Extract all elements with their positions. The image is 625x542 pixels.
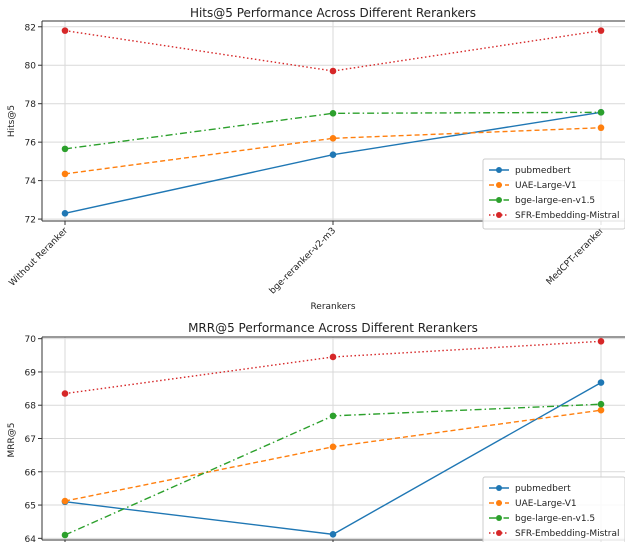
data-point [329,67,337,75]
y-tick-label: 69 [25,368,37,378]
x-axis-label: Rerankers [310,302,355,312]
legend-label: bge-large-en-v1.5 [515,514,595,524]
x-tick-label: Without Reranker [8,226,71,289]
data-point [61,145,69,153]
series-line [64,340,602,395]
legend-marker [496,212,502,218]
y-tick-label: 78 [25,100,37,110]
legend-marker [496,485,502,491]
data-point [329,531,337,538]
data-point [329,151,337,158]
data-point [61,210,69,217]
data-point [61,27,69,34]
y-axis-label: Hits@5 [7,105,17,137]
y-tick-label: 66 [25,468,37,478]
data-point [597,406,605,414]
x-tick-label: bge-reranker-v2-m3 [268,226,338,296]
data-point [597,124,605,132]
legend-marker [496,167,502,173]
data-point [329,443,337,451]
data-point [329,135,337,142]
series-line [64,111,602,150]
legend-marker [496,500,502,506]
y-tick-label: 80 [25,62,37,72]
data-point [597,338,605,345]
y-axis-label: MRR@5 [7,423,17,458]
legend-label: pubmedbert [515,166,571,176]
data-point [597,109,605,116]
legend-label: bge-large-en-v1.5 [515,196,595,206]
legend-label: UAE-Large-V1 [515,499,577,509]
chart-title: Hits@5 Performance Across Different Rera… [190,6,476,20]
y-tick-label: 70 [25,335,37,345]
legend-marker [496,182,502,188]
y-tick-label: 72 [25,216,36,226]
y-tick-label: 67 [25,435,36,445]
chart-title: MRR@5 Performance Across Different Reran… [188,321,478,335]
data-point [329,412,337,420]
data-point [61,497,69,505]
data-point [61,390,69,397]
legend-label: pubmedbert [515,484,571,494]
y-tick-label: 68 [25,402,37,412]
legend-label: UAE-Large-V1 [515,181,577,191]
legend-marker [496,197,502,203]
y-tick-label: 82 [25,23,36,33]
data-point [597,400,605,408]
series-line [64,127,602,175]
legend-box [482,476,625,542]
mrr-at-5-chart: MRR@5 Performance Across Different Reran… [7,321,625,542]
legend-label: SFR-Embedding-Mistral [515,211,620,221]
data-point [597,27,605,34]
y-tick-label: 64 [25,535,37,542]
y-tick-label: 65 [25,502,36,512]
data-point [61,170,69,178]
legend-marker [496,515,502,521]
y-tick-label: 74 [25,177,37,187]
hits-at-5-chart: Hits@5 Performance Across Different Rera… [7,6,625,312]
legend-label: SFR-Embedding-Mistral [515,529,620,539]
data-point [61,531,69,539]
data-point [329,110,337,117]
legend: pubmedbert UAE-Large-V1 bge-large-en-v1.5 S… [482,158,625,230]
x-tick-label: MedCPT-reranker [545,226,607,288]
legend: pubmedbert UAE-Large-V1 bge-large-en-v1.5 S… [482,476,625,542]
data-point [329,353,337,361]
data-point [597,379,605,386]
legend-marker [496,530,502,536]
y-tick-label: 76 [25,139,37,149]
legend-box [482,158,625,230]
